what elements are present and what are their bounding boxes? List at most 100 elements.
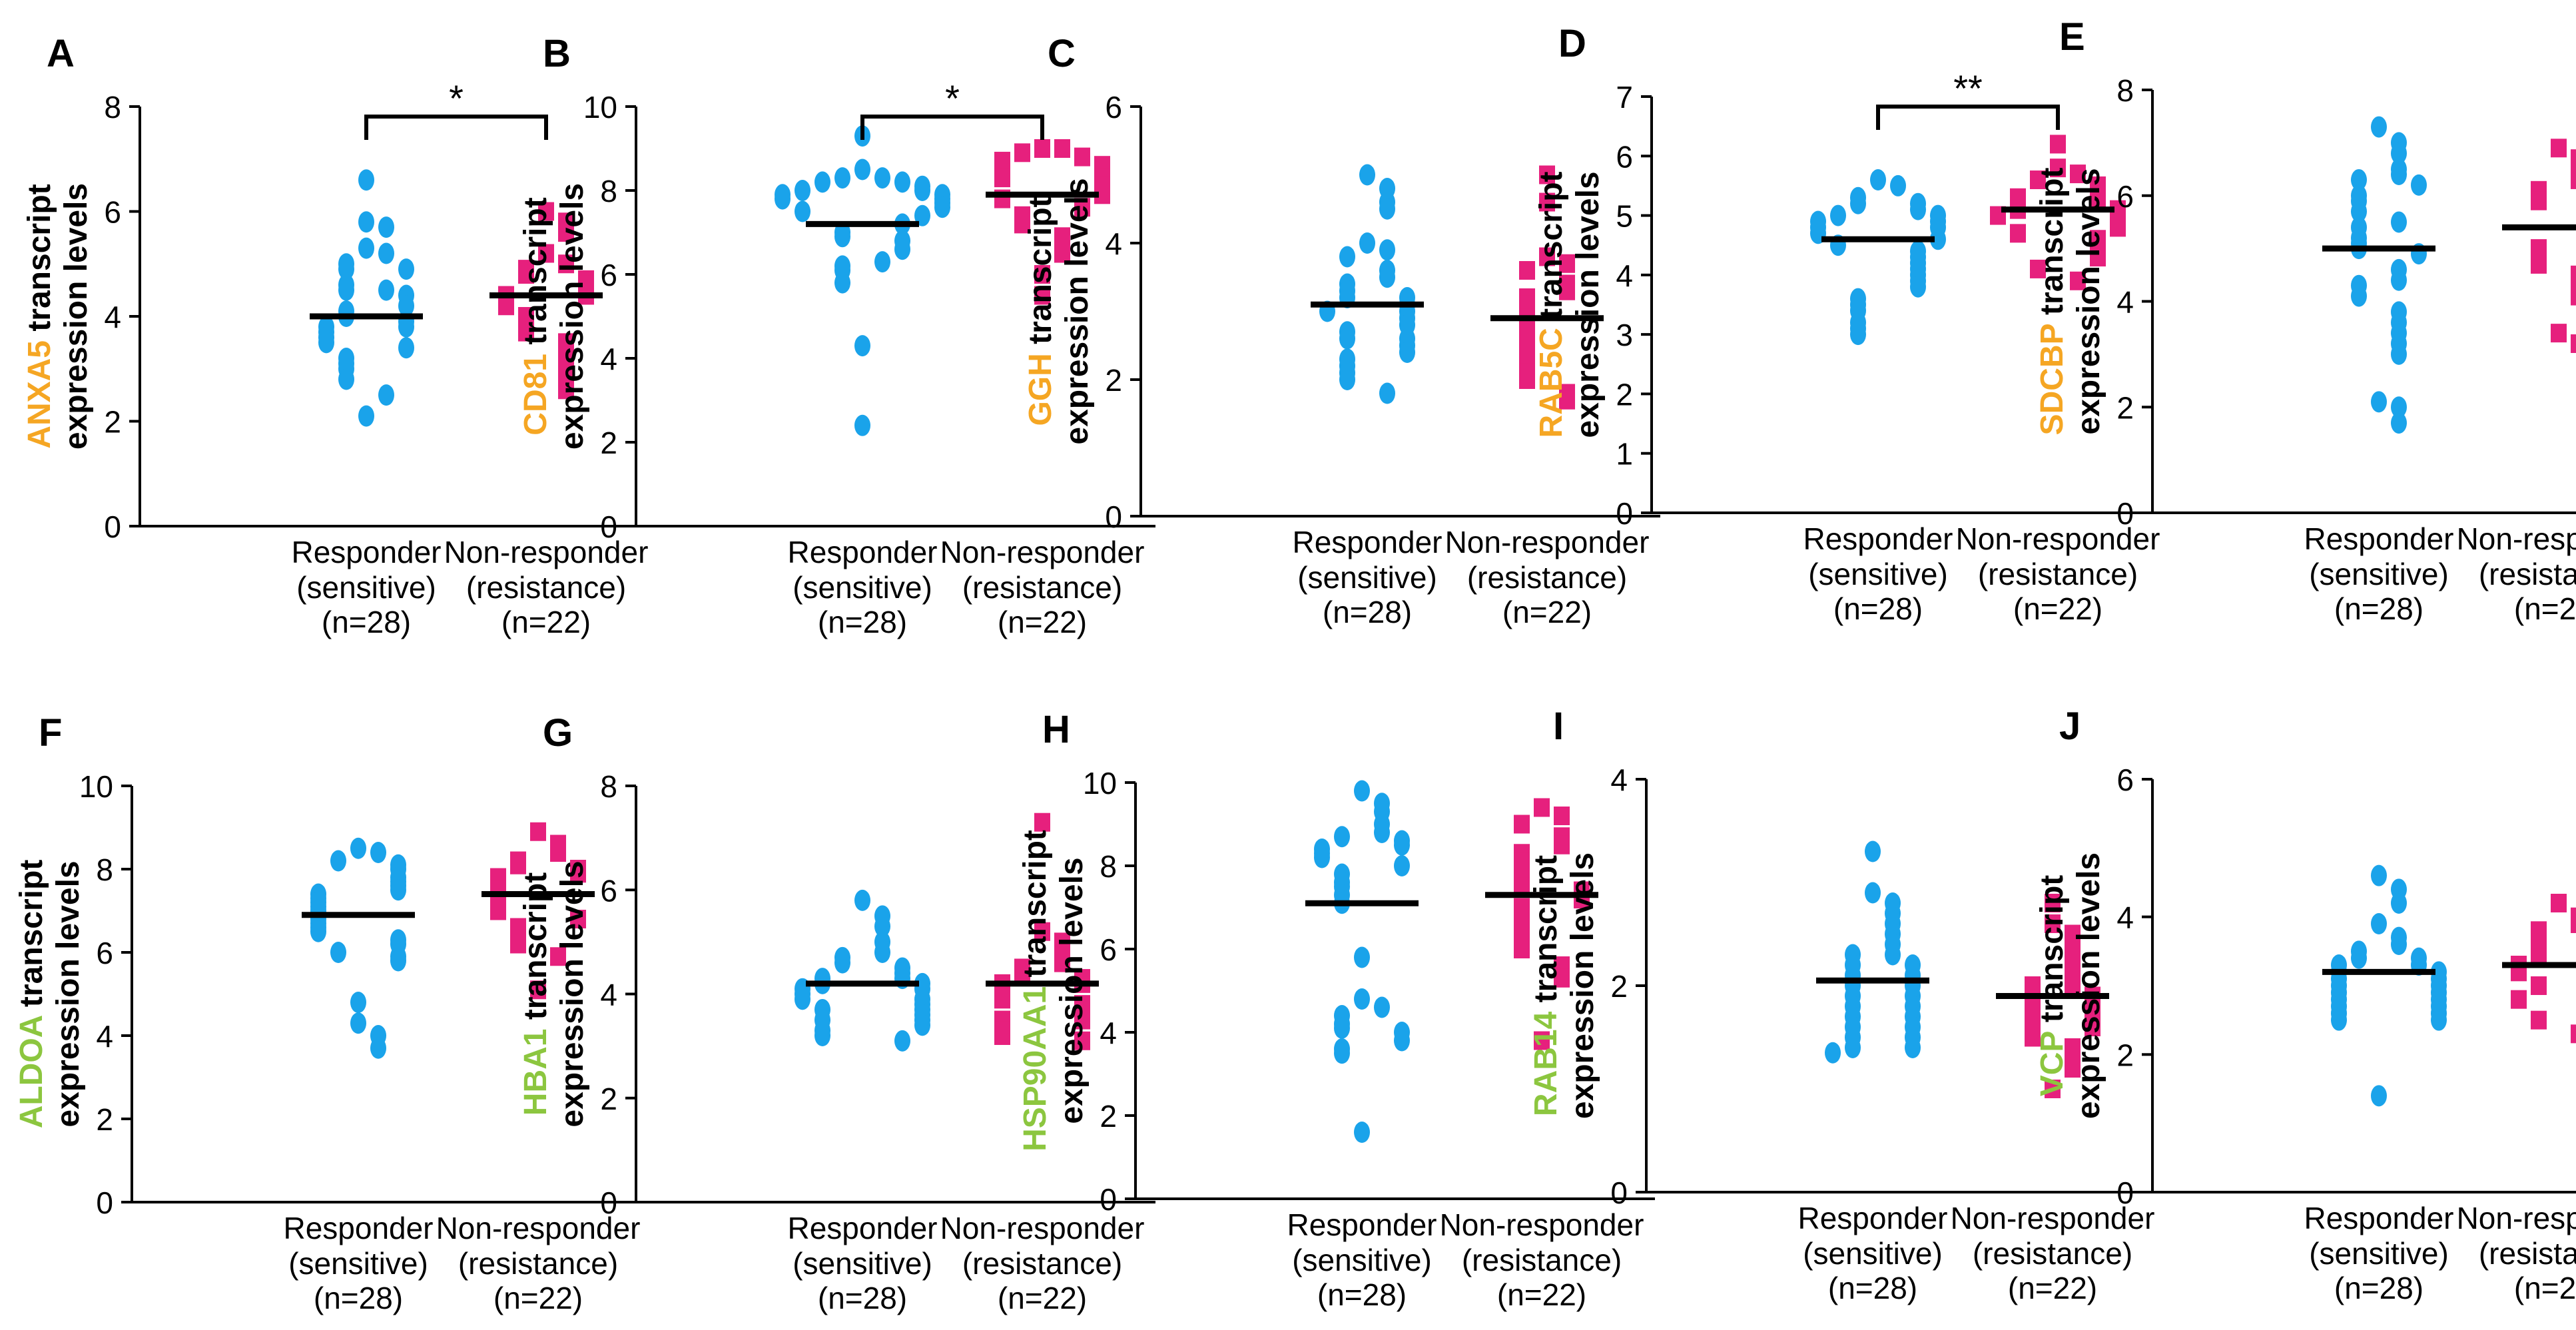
point-responder	[2371, 391, 2387, 413]
point-responder	[1339, 369, 1355, 390]
y-tick-label: 7	[1616, 80, 1633, 115]
point-non-responder	[2571, 334, 2576, 353]
y-tick-label: 4	[1105, 226, 1122, 261]
point-non-responder	[558, 223, 574, 242]
panel-letter: B	[543, 32, 571, 75]
x-category-label: Non-responder	[1951, 1201, 2155, 1235]
panel-letter: A	[47, 32, 75, 75]
point-responder	[2371, 913, 2387, 934]
x-category-sub: (resistance)	[458, 1246, 618, 1281]
point-non-responder	[2531, 1010, 2547, 1030]
y-axis-label: VCP transcript	[2035, 875, 2070, 1097]
y-tick-label: 4	[600, 978, 617, 1012]
point-responder	[358, 237, 374, 259]
y-tick-label: 0	[1610, 1175, 1628, 1210]
point-non-responder	[2531, 191, 2547, 210]
point-responder	[370, 1037, 386, 1059]
x-category-label: Responder	[787, 535, 937, 569]
y-axis-label-line2: expression levels	[1565, 852, 1600, 1119]
y-tick-label: 6	[104, 195, 121, 230]
point-responder	[874, 942, 890, 963]
point-responder	[834, 272, 850, 294]
point-non-responder	[1534, 1031, 1550, 1050]
x-category-label: Responder	[787, 1211, 937, 1245]
point-non-responder	[1559, 254, 1575, 273]
point-responder	[2371, 864, 2387, 886]
point-responder	[2411, 174, 2427, 196]
point-non-responder	[1514, 815, 1530, 834]
point-responder	[1374, 822, 1390, 843]
point-responder	[370, 842, 386, 863]
point-responder	[398, 337, 414, 359]
point-responder	[874, 915, 890, 937]
point-responder	[914, 180, 930, 201]
point-non-responder	[1519, 370, 1535, 389]
point-responder	[1930, 228, 1946, 250]
x-category-sub: (sensitive)	[1803, 1236, 1943, 1271]
significance-label: *	[945, 77, 960, 119]
x-category-sub: (sensitive)	[793, 1246, 932, 1281]
y-tick-label: 10	[1083, 766, 1117, 801]
point-non-responder	[1554, 807, 1570, 825]
significance-label: **	[1953, 67, 1983, 109]
point-responder	[2391, 412, 2407, 434]
x-category-sub: (resistance)	[1462, 1243, 1622, 1277]
point-responder	[2351, 285, 2367, 307]
y-tick-label: 8	[96, 852, 113, 887]
y-tick-label: 2	[1610, 969, 1628, 1004]
point-non-responder	[2571, 149, 2576, 168]
significance-bracket	[860, 115, 1044, 140]
x-category-label: Responder	[2304, 1201, 2453, 1235]
point-non-responder	[2045, 1080, 2061, 1098]
x-category-n: (n=22)	[501, 605, 591, 639]
y-axis-label-line2: expression levels	[51, 860, 86, 1127]
x-category-n: (n=22)	[998, 1281, 1087, 1315]
x-category-sub: (sensitive)	[1297, 560, 1437, 595]
point-responder	[854, 889, 870, 911]
point-non-responder	[1539, 247, 1555, 266]
point-non-responder	[2070, 271, 2086, 290]
x-category-label: Responder	[1292, 525, 1442, 559]
x-category-n: (n=22)	[2008, 1271, 2097, 1305]
y-tick-label: 2	[600, 426, 617, 460]
y-axis-label: HBA1 transcript	[518, 872, 553, 1116]
point-non-responder	[2070, 165, 2086, 184]
y-tick-label: 6	[1105, 90, 1122, 125]
x-category-sub: (sensitive)	[793, 570, 932, 605]
point-non-responder	[558, 254, 574, 274]
point-non-responder	[1034, 139, 1050, 158]
panel-E: E 0 2 4 6 8 SDCBP transcript expression levels R…	[2035, 15, 2576, 626]
significance-bracket	[364, 115, 548, 140]
point-responder	[1885, 944, 1901, 966]
y-axis-label-line2: expression levels	[59, 183, 94, 450]
x-category-label: Responder	[283, 1211, 433, 1245]
ylabel-suffix: transcript	[1018, 830, 1053, 986]
point-non-responder	[1054, 139, 1070, 158]
y-tick-label: 6	[600, 258, 617, 292]
point-non-responder	[570, 864, 586, 883]
point-responder	[358, 169, 374, 191]
point-non-responder	[1034, 813, 1050, 832]
gene-name: ANXA5	[22, 340, 57, 449]
point-non-responder	[1534, 798, 1550, 817]
point-responder	[2391, 164, 2407, 185]
y-tick-label: 10	[79, 769, 113, 804]
y-tick-label: 6	[2116, 763, 2134, 797]
point-responder	[1314, 846, 1330, 868]
point-responder	[330, 942, 346, 963]
point-responder	[795, 988, 810, 1010]
y-axis-label-line2: expression levels	[2071, 852, 2106, 1119]
point-responder	[1399, 342, 1415, 363]
y-axis-label-line2: expression levels	[1060, 178, 1095, 444]
point-non-responder	[538, 202, 554, 221]
gene-name: HBA1	[518, 1029, 553, 1116]
point-responder	[1354, 988, 1370, 1010]
y-tick-label: 8	[2116, 73, 2134, 108]
point-non-responder	[1014, 143, 1030, 163]
point-non-responder	[1034, 922, 1050, 941]
point-non-responder	[518, 265, 534, 284]
point-non-responder	[518, 322, 534, 342]
x-category-sub: (resistance)	[962, 1246, 1122, 1281]
